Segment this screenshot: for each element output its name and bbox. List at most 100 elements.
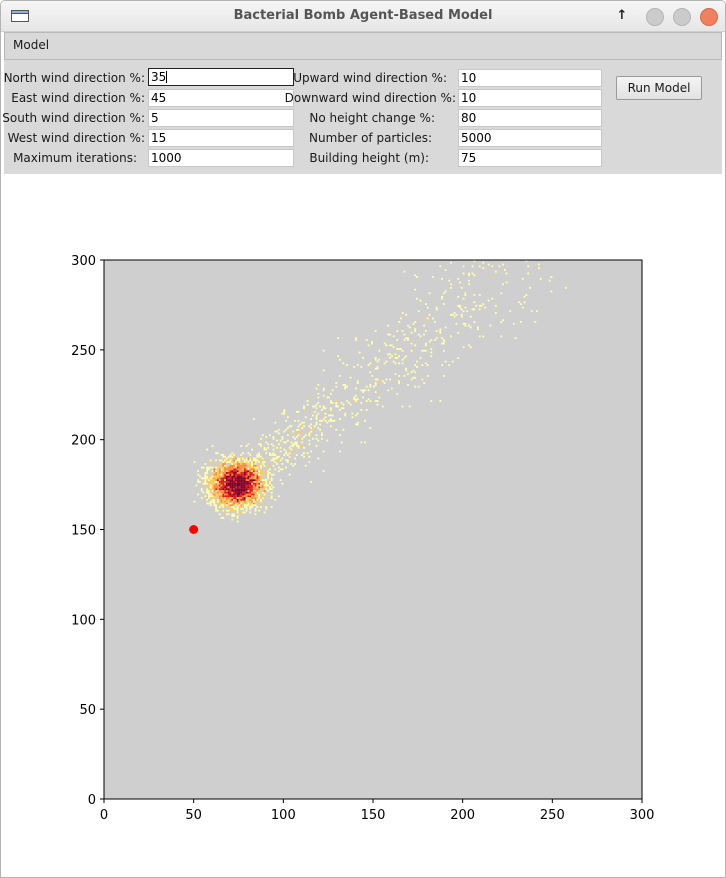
west-wind-input[interactable]: 15 — [148, 129, 294, 147]
heatmap-cell — [216, 464, 219, 467]
heatmap-cell — [353, 398, 356, 401]
y-tick-label: 150 — [71, 524, 96, 539]
heatmap-cell — [251, 472, 253, 474]
upward-wind-input[interactable]: 10 — [458, 69, 602, 87]
heatmap-cell — [229, 486, 232, 489]
heatmap-cell — [215, 484, 218, 487]
heatmap-cell — [267, 443, 270, 446]
heatmap-cell — [251, 464, 253, 467]
max-iterations-input[interactable]: 1000 — [148, 149, 294, 167]
heatmap-cell — [231, 473, 234, 476]
heatmap-cell — [310, 450, 313, 453]
heatmap-cell — [263, 493, 266, 496]
heatmap-cell — [216, 479, 219, 482]
heatmap-cell — [249, 477, 252, 480]
heatmap-cell — [233, 482, 235, 485]
heatmap-cell — [243, 457, 246, 460]
heatmap-cell — [267, 457, 270, 460]
heatmap-cell — [270, 488, 273, 491]
maximize-icon[interactable] — [673, 8, 691, 26]
heatmap-cell — [220, 489, 223, 492]
heatmap-cell — [276, 454, 278, 456]
heatmap-cell — [222, 477, 225, 480]
heatmap-cell — [220, 509, 223, 512]
heatmap-cell — [216, 472, 219, 474]
heatmap-cell — [249, 457, 252, 460]
number-of-particles-input[interactable]: 5000 — [458, 129, 602, 147]
heatmap-cell — [233, 502, 235, 505]
heatmap-cell — [234, 486, 237, 489]
heatmap-cell — [477, 326, 479, 329]
run-model-button[interactable]: Run Model — [616, 76, 702, 100]
heatmap-cell — [227, 513, 230, 516]
heatmap-cell — [389, 378, 391, 381]
heatmap-cell — [383, 362, 386, 365]
heatmap-cell — [234, 489, 237, 492]
heatmap-cell — [263, 484, 266, 487]
close-icon[interactable] — [700, 8, 718, 26]
heatmap-cell — [462, 265, 465, 268]
downward-wind-input[interactable]: 10 — [458, 89, 602, 107]
heatmap-cell — [525, 294, 528, 296]
heatmap-cell — [215, 459, 218, 462]
heatmap-cell — [218, 500, 221, 503]
minimize-icon[interactable] — [646, 8, 664, 26]
menu-item-model[interactable]: Model — [13, 38, 50, 52]
title-bar[interactable]: Bacterial Bomb Agent-Based Model ↑ — [1, 1, 725, 32]
heatmap-cell — [240, 489, 243, 492]
heatmap-cell — [396, 330, 399, 332]
heatmap-cell — [224, 495, 226, 498]
south-wind-input[interactable]: 5 — [148, 109, 294, 127]
heatmap-cell — [218, 468, 221, 471]
heatmap-cell — [478, 308, 481, 311]
heatmap-cell — [362, 391, 365, 394]
heatmap-cell — [410, 331, 413, 334]
heatmap-cell — [258, 488, 261, 491]
heatmap-cell — [258, 484, 261, 487]
heatmap-cell — [254, 463, 257, 465]
heatmap-cell — [252, 489, 255, 492]
no-height-change-input[interactable]: 80 — [458, 109, 602, 127]
heatmap-cell — [433, 339, 436, 341]
heatmap-cell — [222, 486, 225, 489]
heatmap-cell — [265, 448, 268, 451]
heatmap-cell — [227, 489, 230, 492]
heatmap-cell — [459, 281, 461, 284]
heatmap-cell — [294, 450, 296, 453]
heatmap-cell — [238, 506, 241, 508]
maximize-arrow-icon[interactable]: ↑ — [616, 8, 628, 23]
heatmap-cell — [294, 463, 296, 465]
heatmap-cell — [231, 497, 234, 500]
heatmap-cell — [441, 277, 443, 280]
heatmap-cell — [401, 330, 404, 332]
heatmap-cell — [360, 441, 363, 444]
building-height-input[interactable]: 75 — [458, 149, 602, 167]
heatmap-cell — [252, 493, 255, 496]
heatmap-cell — [263, 464, 266, 467]
heatmap-cell — [225, 475, 228, 478]
heatmap-cell — [260, 486, 262, 489]
heatmap-cell — [254, 488, 257, 491]
heatmap-cell — [222, 482, 225, 485]
heatmap-cell — [468, 279, 470, 282]
heatmap-cell — [265, 480, 268, 483]
heatmap-cell — [439, 400, 442, 402]
heatmap-cell — [231, 513, 234, 516]
heatmap-cell — [398, 382, 400, 385]
number-of-particles-label: Number of particles: — [309, 131, 432, 145]
east-wind-input[interactable]: 45 — [148, 89, 294, 107]
heatmap-cell — [256, 488, 259, 491]
heatmap-cell — [534, 321, 537, 323]
heatmap-cell — [233, 468, 235, 471]
heatmap-cell — [236, 511, 239, 514]
heatmap-cell — [405, 313, 408, 316]
heatmap-cell — [245, 470, 248, 473]
heatmap-cell — [320, 409, 323, 411]
north-wind-input[interactable]: 35 — [148, 68, 294, 86]
heatmap-cell — [303, 446, 305, 449]
heatmap-cell — [233, 472, 235, 474]
heatmap-cell — [288, 430, 291, 433]
heatmap-cell — [353, 400, 356, 402]
heatmap-cell — [252, 504, 255, 507]
heatmap-cell — [272, 457, 275, 460]
